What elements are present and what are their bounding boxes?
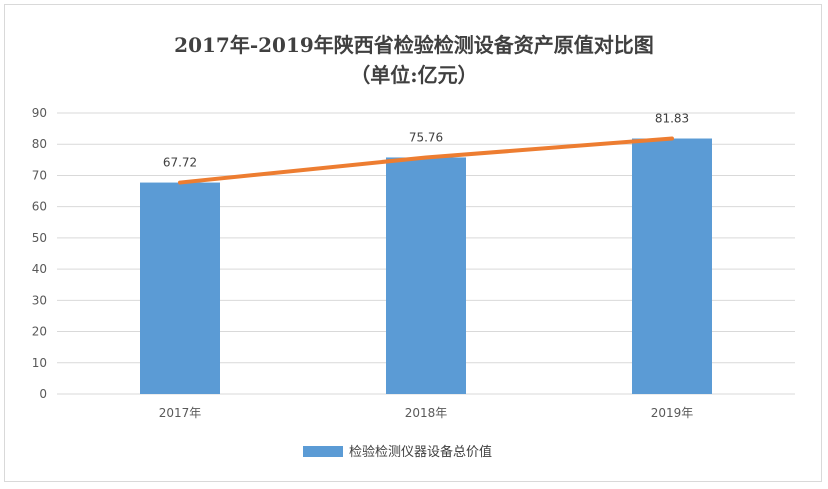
bar bbox=[140, 182, 220, 394]
y-tick-label: 70 bbox=[32, 168, 47, 182]
trend-line bbox=[178, 136, 674, 185]
data-label: 81.83 bbox=[655, 112, 689, 126]
y-tick-label: 80 bbox=[32, 137, 47, 151]
bar bbox=[386, 157, 466, 394]
legend-swatch bbox=[303, 446, 343, 457]
y-axis-ticks: 0 10 20 30 40 50 60 70 80 90 bbox=[32, 106, 47, 401]
chart-canvas: 2017年-2019年陕西省检验检测设备资产原值对比图 （单位:亿元） 0 10 2… bbox=[32, 33, 795, 460]
chart-subtitle: （单位:亿元） bbox=[350, 63, 477, 87]
y-tick-label: 20 bbox=[32, 325, 47, 339]
x-axis-ticks: 2017年 2018年 2019年 bbox=[159, 406, 694, 420]
bar-series bbox=[140, 138, 712, 394]
data-label: 75.76 bbox=[409, 130, 443, 144]
legend: 检验检测仪器设备总价值 bbox=[303, 444, 492, 460]
y-tick-label: 90 bbox=[32, 106, 47, 120]
bar bbox=[632, 138, 712, 394]
y-tick-label: 60 bbox=[32, 200, 47, 214]
y-tick-label: 0 bbox=[39, 387, 47, 401]
y-tick-label: 10 bbox=[32, 356, 47, 370]
chart-frame: 2017年-2019年陕西省检验检测设备资产原值对比图 （单位:亿元） 0 10 2… bbox=[4, 4, 822, 482]
x-tick-label: 2018年 bbox=[405, 406, 448, 420]
data-labels: 67.72 75.76 81.83 bbox=[163, 112, 689, 170]
y-tick-label: 40 bbox=[32, 262, 47, 276]
y-tick-label: 50 bbox=[32, 231, 47, 245]
x-tick-label: 2017年 bbox=[159, 406, 202, 420]
line-series bbox=[178, 136, 674, 185]
legend-label: 检验检测仪器设备总价值 bbox=[349, 444, 492, 460]
chart-title: 2017年-2019年陕西省检验检测设备资产原值对比图 bbox=[174, 33, 654, 57]
data-label: 67.72 bbox=[163, 156, 197, 170]
x-tick-label: 2019年 bbox=[651, 406, 694, 420]
y-tick-label: 30 bbox=[32, 293, 47, 307]
